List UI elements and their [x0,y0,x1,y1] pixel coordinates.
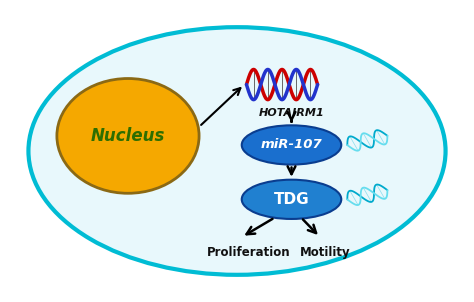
Text: Nucleus: Nucleus [91,127,165,145]
Ellipse shape [242,125,341,165]
Ellipse shape [57,79,199,193]
Ellipse shape [28,27,446,275]
Text: Motility: Motility [300,246,350,259]
Text: HOTAIRM1: HOTAIRM1 [259,108,324,118]
Ellipse shape [242,180,341,219]
Text: TDG: TDG [273,192,310,207]
Text: Proliferation: Proliferation [207,246,291,259]
Text: miR-107: miR-107 [261,138,322,152]
